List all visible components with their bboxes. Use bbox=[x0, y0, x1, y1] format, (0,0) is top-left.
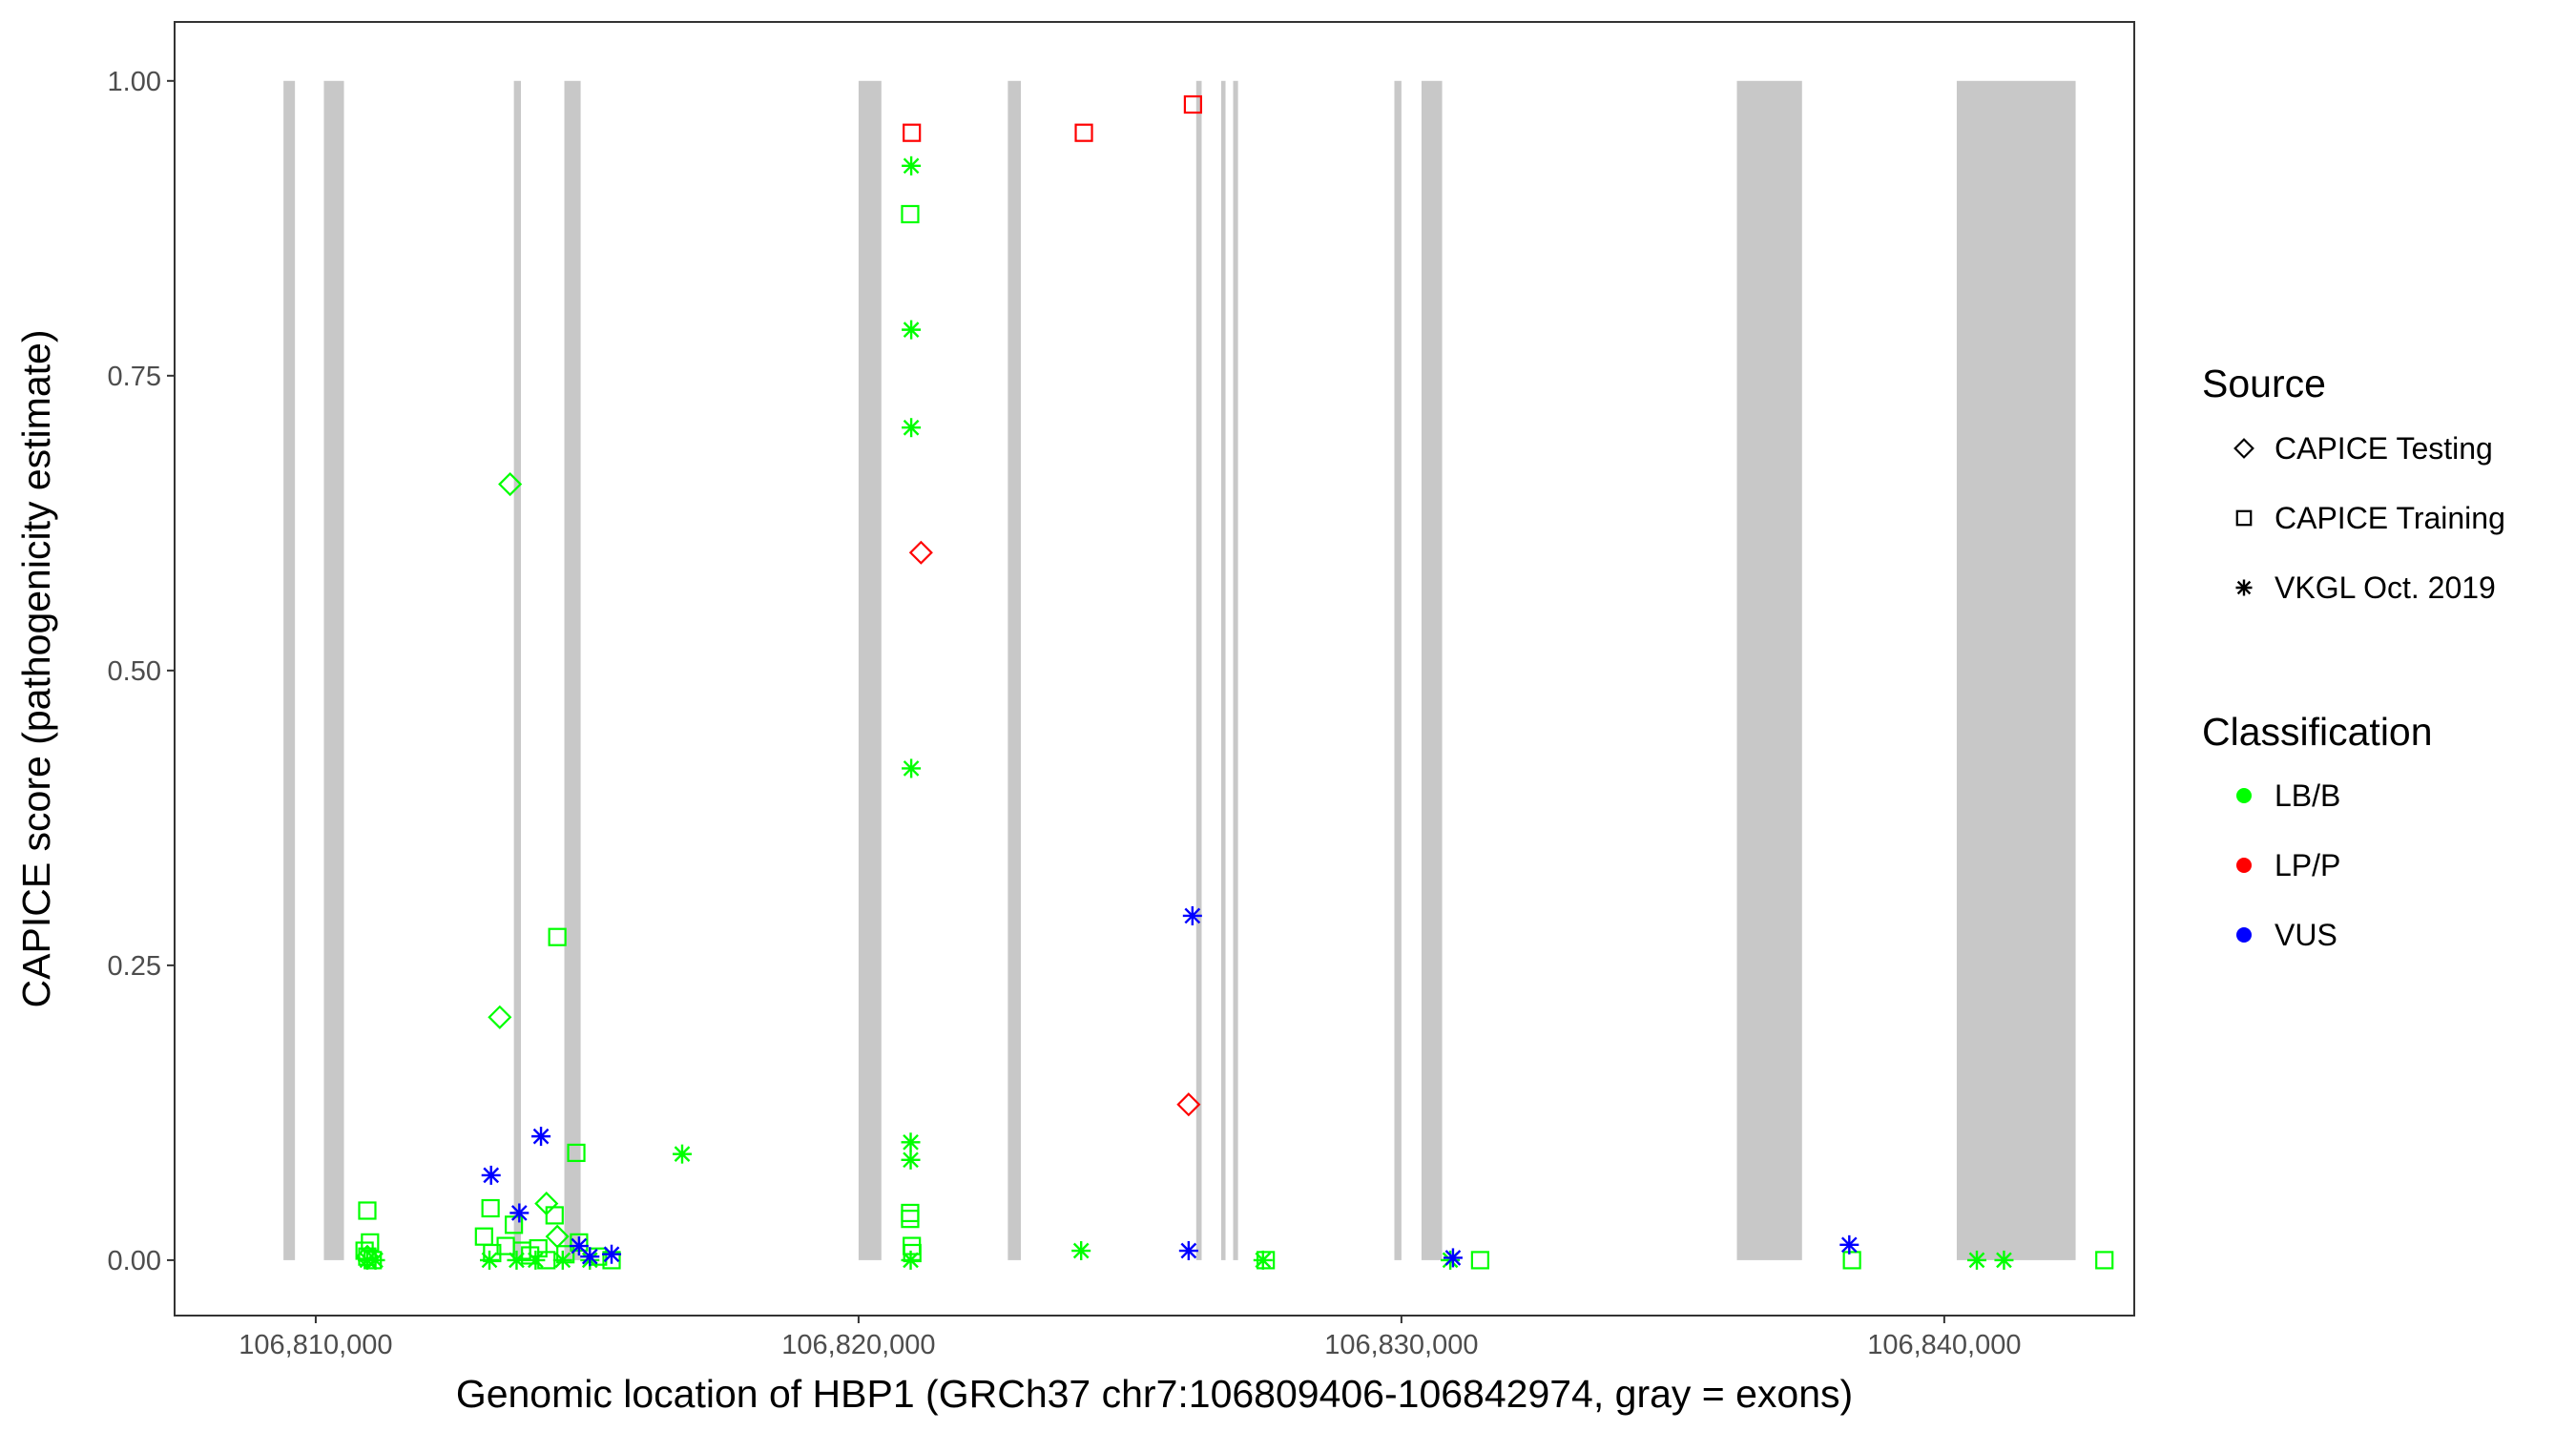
data-point bbox=[580, 1247, 600, 1267]
legend-key bbox=[2235, 509, 2253, 527]
data-point bbox=[365, 1250, 385, 1270]
legend-key bbox=[2233, 438, 2254, 459]
data-point bbox=[902, 418, 922, 438]
data-point bbox=[1176, 1092, 1201, 1117]
exon-band bbox=[1233, 80, 1238, 1260]
data-point bbox=[2095, 1251, 2114, 1270]
data-point bbox=[1842, 1251, 1861, 1270]
data-point bbox=[548, 927, 567, 946]
data-point bbox=[901, 1250, 921, 1270]
data-point bbox=[481, 1165, 501, 1185]
legend-label: LP/P bbox=[2275, 848, 2340, 882]
exon-band bbox=[1421, 80, 1443, 1260]
data-point bbox=[908, 540, 933, 565]
y-tick-label: 0.75 bbox=[108, 362, 161, 392]
y-axis-title: CAPICE score (pathogenicity estimate) bbox=[14, 330, 58, 1008]
data-point bbox=[1443, 1248, 1463, 1268]
exon-band bbox=[1736, 80, 1802, 1260]
exon-band bbox=[1394, 80, 1402, 1260]
data-point bbox=[488, 1005, 512, 1029]
legend-title-classification: Classification bbox=[2202, 710, 2433, 754]
legend-title-source: Source bbox=[2202, 362, 2326, 405]
legend-label: LB/B bbox=[2275, 778, 2340, 813]
x-tick-label: 106,820,000 bbox=[781, 1330, 935, 1360]
data-point bbox=[509, 1203, 530, 1223]
data-point bbox=[531, 1127, 551, 1147]
axes: 0.00 0.25 0.50 0.75 1.00 106,810,000 106,820,0… bbox=[108, 67, 2022, 1360]
data-point bbox=[545, 1206, 564, 1225]
x-tick-label: 106,810,000 bbox=[239, 1330, 392, 1360]
data-point bbox=[1470, 1251, 1489, 1270]
legend-label: VUS bbox=[2275, 918, 2337, 952]
legend-key bbox=[2235, 579, 2253, 596]
legend-key bbox=[2236, 788, 2252, 803]
data-point bbox=[1253, 1250, 1273, 1270]
data-point bbox=[552, 1250, 572, 1270]
data-point bbox=[901, 1150, 921, 1170]
y-tick-label: 0.25 bbox=[108, 951, 161, 982]
y-tick-label: 0.00 bbox=[108, 1246, 161, 1276]
legend: Source CAPICE Testing CAPICE Training VKGL … bbox=[2202, 362, 2505, 952]
data-point bbox=[1071, 1241, 1091, 1261]
data-point bbox=[474, 1227, 493, 1246]
data-point bbox=[901, 1132, 921, 1152]
x-axis-title: Genomic location of HBP1 (GRCh37 chr7:10… bbox=[456, 1372, 1853, 1416]
data-points bbox=[355, 94, 2114, 1270]
y-tick-label: 1.00 bbox=[108, 67, 161, 97]
legend-label: CAPICE Testing bbox=[2275, 431, 2493, 466]
legend-label: VKGL Oct. 2019 bbox=[2275, 570, 2496, 605]
data-point bbox=[901, 204, 920, 224]
data-point bbox=[902, 156, 922, 176]
data-point bbox=[505, 1215, 524, 1234]
exon-band bbox=[1195, 80, 1202, 1260]
exon-band bbox=[1220, 80, 1226, 1260]
exon-band bbox=[858, 80, 882, 1260]
data-point bbox=[1074, 123, 1093, 142]
data-point bbox=[902, 320, 922, 340]
data-point bbox=[526, 1250, 546, 1270]
x-tick-label: 106,840,000 bbox=[1867, 1330, 2021, 1360]
x-tick-label: 106,830,000 bbox=[1324, 1330, 1478, 1360]
data-point bbox=[1182, 905, 1202, 925]
data-point bbox=[567, 1143, 586, 1163]
data-point bbox=[1178, 1241, 1198, 1261]
legend-key bbox=[2236, 858, 2252, 873]
exon-band bbox=[1956, 80, 2076, 1260]
y-tick-label: 0.50 bbox=[108, 656, 161, 687]
exon-band bbox=[323, 80, 344, 1260]
data-point bbox=[1966, 1250, 1986, 1270]
exon-band bbox=[1008, 80, 1022, 1260]
legend-key bbox=[2236, 927, 2252, 943]
data-point bbox=[1994, 1250, 2014, 1270]
data-point bbox=[1839, 1234, 1859, 1255]
exon-band bbox=[283, 80, 296, 1260]
data-point bbox=[358, 1201, 377, 1220]
exon-band bbox=[564, 80, 581, 1260]
data-point bbox=[1183, 94, 1202, 114]
data-point bbox=[480, 1250, 500, 1270]
exon-bands bbox=[283, 80, 2076, 1260]
data-point bbox=[901, 1203, 920, 1223]
data-point bbox=[902, 758, 922, 778]
data-point bbox=[672, 1144, 692, 1164]
data-point bbox=[901, 1210, 920, 1229]
data-point bbox=[903, 123, 922, 142]
legend-label: CAPICE Training bbox=[2275, 501, 2505, 535]
plot-panel-border bbox=[174, 21, 2135, 1317]
data-point bbox=[481, 1198, 500, 1218]
data-point bbox=[498, 471, 523, 497]
data-point bbox=[507, 1250, 527, 1270]
exon-band bbox=[513, 80, 522, 1260]
data-point bbox=[602, 1244, 622, 1264]
